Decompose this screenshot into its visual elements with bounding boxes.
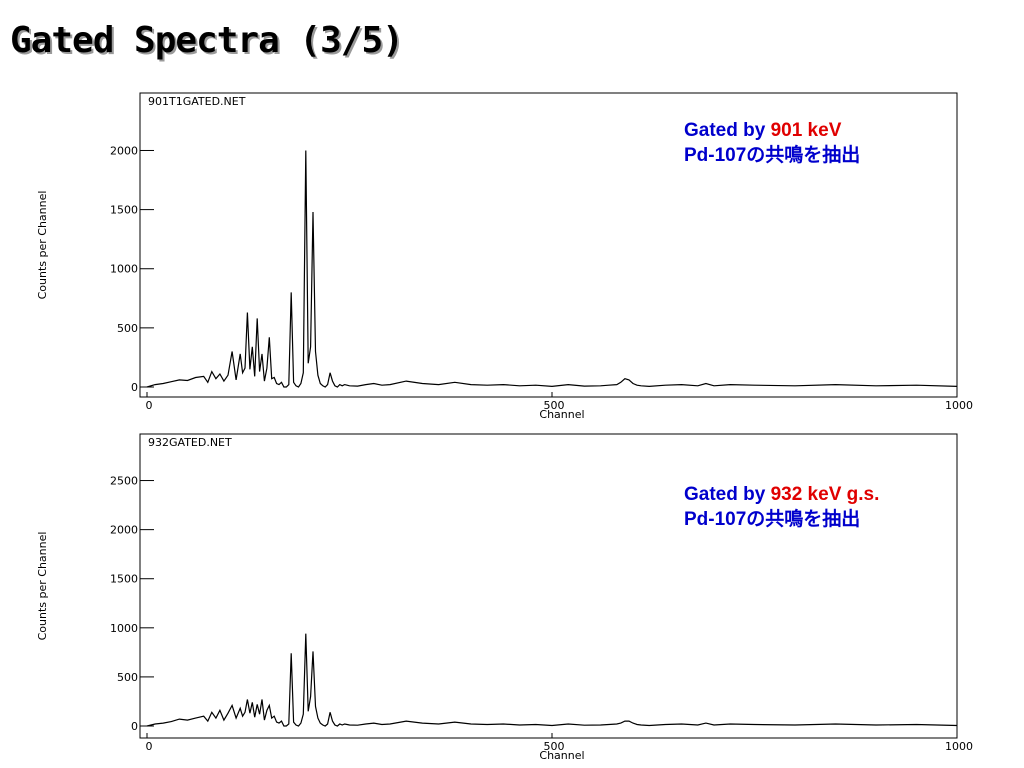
x-tick-label: 500 <box>544 740 565 753</box>
y-axis-label: Counts per Channel <box>36 191 49 300</box>
spectrum-chart-901: 901T1GATED.NET 0 500 1000 1500 2000 0 500 1000 Ch… <box>36 92 973 421</box>
y-axis-label: Counts per Channel <box>36 532 49 641</box>
y-tick-label: 1500 <box>110 204 138 217</box>
plot-title: 901T1GATED.NET <box>148 95 246 108</box>
gate-energy: 932 keV g.s. <box>770 484 880 505</box>
spectrum-chart-932: 932GATED.NET 0 500 1000 1500 2000 2500 0 500 1000… <box>36 433 973 762</box>
spectrum-trace <box>146 150 958 388</box>
y-tick-label: 2000 <box>110 144 138 157</box>
spectrum-panel-1: 901T1GATED.NET 0 500 1000 1500 2000 0 500 1000 Ch… <box>0 85 1024 425</box>
gate-prefix: Gated by <box>684 120 771 141</box>
x-tick-label: 1000 <box>945 399 973 412</box>
spectrum-panel-2: 932GATED.NET 0 500 1000 1500 2000 2500 0 500 1000… <box>0 428 1024 768</box>
y-tick-label: 2000 <box>110 524 138 537</box>
gate-annotation-932: Gated by 932 keV g.s. Pd-107の共鳴を抽出 <box>684 482 879 532</box>
x-tick-label: 0 <box>146 399 153 412</box>
y-tick-label: 1000 <box>110 622 138 635</box>
slide-title: Gated Spectra (3/5) <box>10 20 404 61</box>
gate-energy: 901 keV <box>770 120 842 141</box>
y-tick-label: 1500 <box>110 573 138 586</box>
x-tick-label: 500 <box>544 399 565 412</box>
gate-annotation-901: Gated by 901 keV Pd-107の共鳴を抽出 <box>684 118 860 168</box>
x-axis-label: Channel <box>539 749 584 762</box>
gate-annotation-line1: Gated by 932 keV g.s. <box>684 482 879 507</box>
spectrum-trace <box>146 633 958 727</box>
gate-annotation-line2: Pd-107の共鳴を抽出 <box>684 509 861 530</box>
x-axis-label: Channel <box>539 408 584 421</box>
plot-frame <box>139 92 958 398</box>
plot-frame <box>139 433 958 739</box>
gate-annotation-line1: Gated by 901 keV <box>684 118 860 143</box>
x-tick-label: 0 <box>146 740 153 753</box>
plot-title: 932GATED.NET <box>148 436 232 449</box>
gate-annotation-line2: Pd-107の共鳴を抽出 <box>684 145 861 166</box>
gate-prefix: Gated by <box>684 484 771 505</box>
x-tick-label: 1000 <box>945 740 973 753</box>
y-tick-label: 0 <box>131 381 138 394</box>
y-tick-label: 500 <box>117 322 138 335</box>
y-tick-label: 2500 <box>110 475 138 488</box>
y-tick-label: 1000 <box>110 263 138 276</box>
y-tick-label: 0 <box>131 720 138 733</box>
y-tick-label: 500 <box>117 671 138 684</box>
